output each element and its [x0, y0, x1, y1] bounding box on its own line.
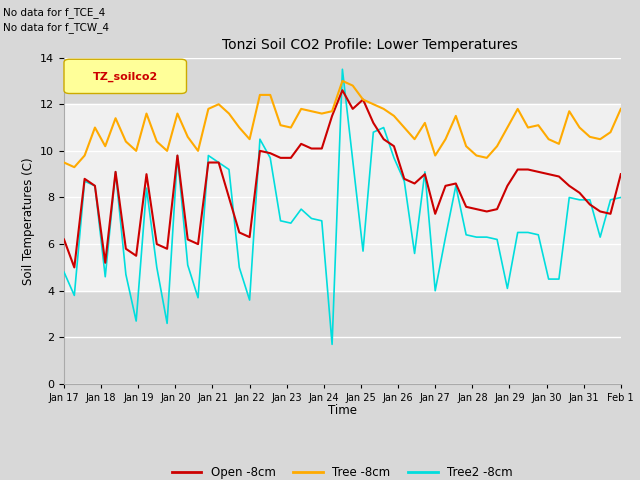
Y-axis label: Soil Temperatures (C): Soil Temperatures (C) [22, 157, 35, 285]
Bar [64, 104, 621, 197]
FancyBboxPatch shape [64, 59, 186, 94]
Text: No data for f_TCW_4: No data for f_TCW_4 [3, 22, 109, 33]
Text: TZ_soilco2: TZ_soilco2 [93, 71, 158, 82]
Legend: Open -8cm, Tree -8cm, Tree2 -8cm: Open -8cm, Tree -8cm, Tree2 -8cm [167, 462, 518, 480]
X-axis label: Time: Time [328, 405, 357, 418]
Text: No data for f_TCE_4: No data for f_TCE_4 [3, 7, 106, 18]
Bar [64, 197, 621, 291]
Title: Tonzi Soil CO2 Profile: Lower Temperatures: Tonzi Soil CO2 Profile: Lower Temperatur… [222, 38, 518, 52]
